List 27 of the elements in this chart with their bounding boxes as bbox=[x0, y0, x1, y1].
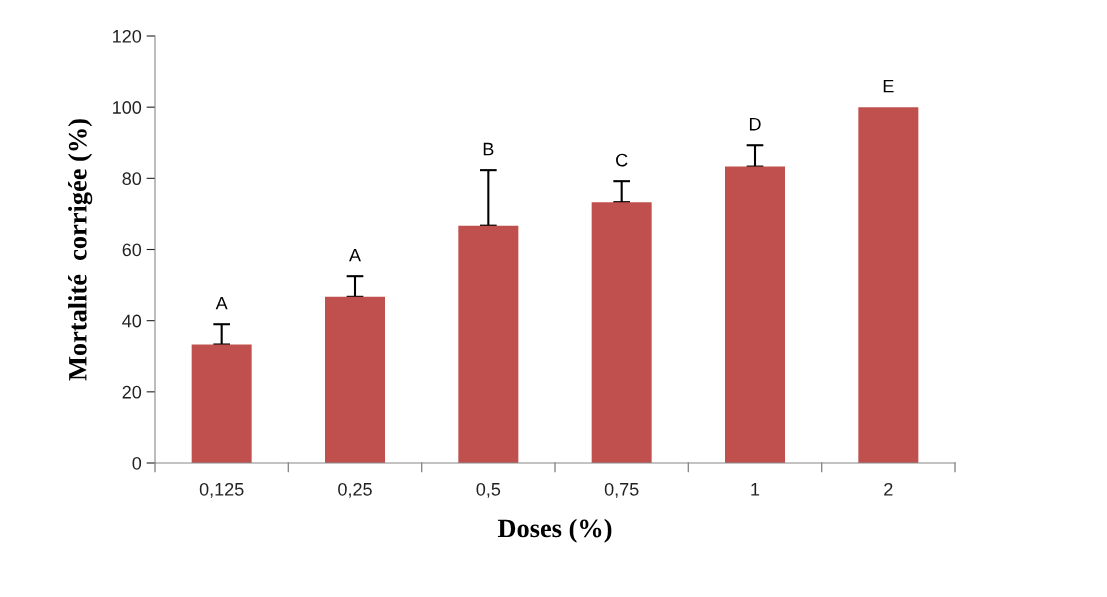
x-tick-label: 0,125 bbox=[199, 482, 244, 498]
y-axis-title: Mortalité corrigée (%) bbox=[68, 119, 93, 381]
bar bbox=[325, 296, 385, 463]
bar bbox=[858, 107, 919, 463]
x-tick-label: 0,5 bbox=[476, 482, 501, 498]
y-tick-label: 120 bbox=[113, 29, 142, 43]
x-axis-title: Doses (%) bbox=[497, 518, 612, 543]
y-tick-label: 100 bbox=[113, 101, 142, 114]
bar bbox=[458, 225, 519, 463]
annotation: C bbox=[616, 153, 628, 167]
x-tick-label: 2 bbox=[884, 482, 893, 496]
y-tick-label: 40 bbox=[122, 314, 142, 328]
x-tick-label: 1 bbox=[751, 483, 760, 496]
annotation: D bbox=[749, 117, 761, 131]
bar bbox=[591, 202, 652, 463]
y-tick-label: 20 bbox=[122, 385, 142, 399]
y-tick-label: 80 bbox=[122, 172, 142, 186]
x-tick-label: 0,25 bbox=[338, 482, 372, 498]
annotation: A bbox=[215, 296, 228, 310]
x-tick-label: 0,75 bbox=[604, 482, 639, 498]
y-tick-label: 0 bbox=[132, 456, 142, 470]
annotation: E bbox=[883, 79, 894, 93]
annotation: B bbox=[483, 142, 494, 156]
annotation: A bbox=[349, 248, 361, 262]
y-tick-label: 60 bbox=[122, 243, 142, 257]
bar bbox=[725, 166, 785, 463]
bar bbox=[191, 344, 252, 463]
